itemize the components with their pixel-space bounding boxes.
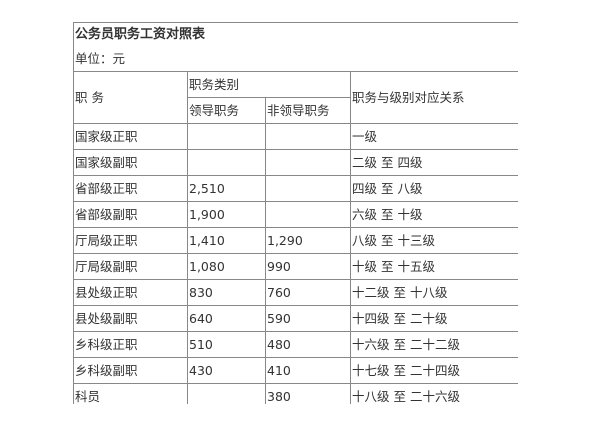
table-row: 省部级副职 1,900 六级 至 十级 <box>73 201 518 228</box>
cell-non-leader <box>265 175 351 202</box>
table-title: 公务员职务工资对照表 <box>73 22 518 47</box>
table-row: 国家级正职 一级 <box>73 123 518 150</box>
cell-leader: 1,410 <box>187 227 266 254</box>
header-leader: 领导职务 <box>187 97 266 124</box>
cell-grade: 八级 至 十三级 <box>349 227 518 254</box>
header-non-leader: 非领导职务 <box>265 97 351 124</box>
cell-leader <box>187 123 266 150</box>
cell-non-leader: 380 <box>265 383 351 404</box>
table-row: 县处级正职 830 760 十二级 至 十八级 <box>73 279 518 306</box>
cell-position: 科员 <box>73 383 188 404</box>
cell-leader: 1,080 <box>187 253 266 280</box>
table-row: 科员 380 十八级 至 二十六级 <box>73 383 518 404</box>
cell-grade: 四级 至 八级 <box>349 175 518 202</box>
table-row: 国家级副职 二级 至 四级 <box>73 149 518 176</box>
cell-position: 省部级副职 <box>73 201 188 228</box>
table-row: 厅局级副职 1,080 990 十级 至 十五级 <box>73 253 518 280</box>
table-row: 省部级正职 2,510 四级 至 八级 <box>73 175 518 202</box>
cell-position: 厅局级副职 <box>73 253 188 280</box>
cell-grade: 六级 至 十级 <box>349 201 518 228</box>
cell-grade: 二级 至 四级 <box>349 149 518 176</box>
cell-grade: 一级 <box>349 123 518 150</box>
cell-position: 乡科级副职 <box>73 357 188 384</box>
cell-position: 国家级正职 <box>73 123 188 150</box>
cell-position: 国家级副职 <box>73 149 188 176</box>
cell-leader <box>187 383 266 404</box>
cell-grade: 十八级 至 二十六级 <box>349 383 518 404</box>
cell-leader <box>187 149 266 176</box>
cell-non-leader: 1,290 <box>265 227 351 254</box>
cell-grade: 十级 至 十五级 <box>349 253 518 280</box>
cell-leader: 510 <box>187 331 266 358</box>
cell-non-leader: 480 <box>265 331 351 358</box>
unit-label: 单位：元 <box>73 47 518 72</box>
cell-position: 县处级正职 <box>73 279 188 306</box>
cell-non-leader: 760 <box>265 279 351 306</box>
cell-grade: 十四级 至 二十级 <box>349 305 518 332</box>
cell-leader: 2,510 <box>187 175 266 202</box>
table-row: 县处级副职 640 590 十四级 至 二十级 <box>73 305 518 332</box>
cell-non-leader: 990 <box>265 253 351 280</box>
cell-position: 乡科级正职 <box>73 331 188 358</box>
cell-non-leader: 410 <box>265 357 351 384</box>
table-row: 厅局级正职 1,410 1,290 八级 至 十三级 <box>73 227 518 254</box>
table-row: 乡科级副职 430 410 十七级 至 二十四级 <box>73 357 518 384</box>
cell-grade: 十七级 至 二十四级 <box>349 357 518 384</box>
header-position: 职 务 <box>73 71 188 124</box>
cell-leader: 1,900 <box>187 201 266 228</box>
table-row: 乡科级正职 510 480 十六级 至 二十二级 <box>73 331 518 358</box>
header-category: 职务类别 <box>187 71 351 98</box>
header-grade-relation: 职务与级别对应关系 <box>349 71 518 124</box>
salary-table: 公务员职务工资对照表 单位：元 职 务 职务类别 职务与级别对应关系 领导职务 … <box>73 22 518 404</box>
salary-table-container: 公务员职务工资对照表 单位：元 职 务 职务类别 职务与级别对应关系 领导职务 … <box>73 22 518 404</box>
cell-non-leader <box>265 123 351 150</box>
cell-leader: 640 <box>187 305 266 332</box>
cell-non-leader <box>265 149 351 176</box>
cell-leader: 430 <box>187 357 266 384</box>
cell-grade: 十六级 至 二十二级 <box>349 331 518 358</box>
cell-grade: 十二级 至 十八级 <box>349 279 518 306</box>
cell-position: 县处级副职 <box>73 305 188 332</box>
cell-non-leader: 590 <box>265 305 351 332</box>
cell-non-leader <box>265 201 351 228</box>
cell-position: 厅局级正职 <box>73 227 188 254</box>
cell-position: 省部级正职 <box>73 175 188 202</box>
cell-leader: 830 <box>187 279 266 306</box>
